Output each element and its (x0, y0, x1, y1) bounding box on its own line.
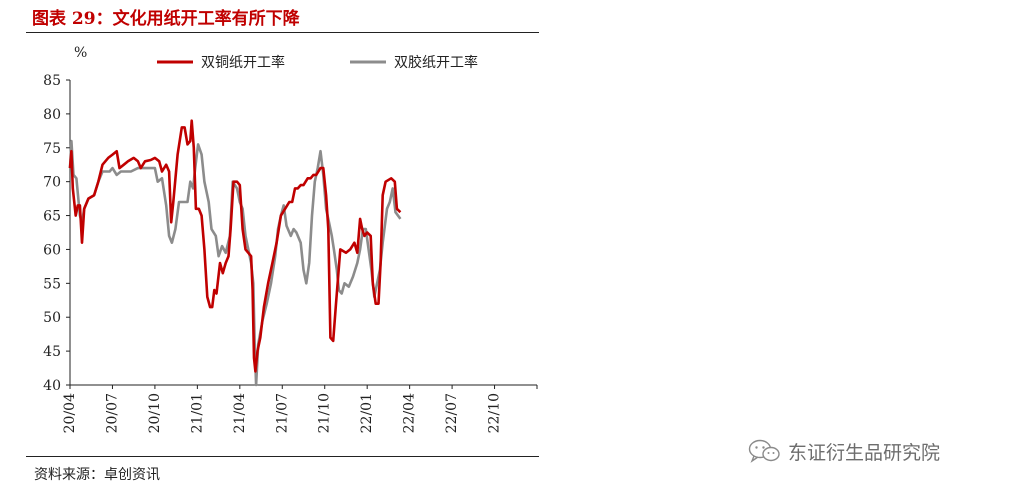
legend: 双铜纸开工率 双胶纸开工率 (157, 54, 478, 71)
series-line-1 (68, 119, 402, 373)
x-tick-label: 22/07 (444, 393, 460, 433)
watermark: 东证衍生品研究院 (748, 436, 940, 466)
x-tick-label: 21/10 (317, 393, 333, 433)
y-tick-label: 80 (43, 107, 61, 123)
legend-label-1: 双铜纸开工率 (201, 54, 285, 71)
y-tick-label: 40 (43, 378, 61, 394)
y-tick-label: 70 (43, 175, 61, 191)
y-tick-label: 65 (43, 209, 61, 225)
watermark-text: 东证衍生品研究院 (788, 441, 941, 464)
y-tick-label: 45 (43, 344, 61, 360)
title-divider (26, 32, 539, 33)
series-lines (68, 119, 402, 387)
x-tick-label: 20/10 (147, 393, 163, 433)
series-line-2 (68, 139, 402, 387)
x-tick-label: 20/07 (104, 393, 120, 433)
x-tick-label: 21/04 (232, 393, 248, 433)
y-axis-unit: % (74, 45, 87, 61)
legend-label-2: 双胶纸开工率 (394, 54, 478, 71)
source-note: 资料来源：卓创资讯 (34, 467, 160, 483)
x-tick-label: 22/01 (359, 393, 375, 433)
x-tick-label: 22/10 (487, 393, 503, 433)
x-tick-label: 21/01 (189, 393, 205, 433)
y-tick-label: 85 (43, 73, 61, 89)
x-tick-label: 22/04 (402, 393, 418, 433)
x-tick-label: 21/07 (274, 393, 290, 433)
y-tick-label: 55 (43, 276, 61, 292)
footer-divider (26, 456, 539, 457)
wechat-icon (748, 439, 780, 463)
chart-title: 图表 29：文化用纸开工率有所下降 (32, 9, 300, 29)
y-tick-label: 50 (43, 310, 61, 326)
y-tick-label: 60 (43, 242, 61, 258)
axes: % 40 45 50 55 60 65 70 75 80 85 20/04 20/07 20/10 21/0… (43, 45, 538, 433)
x-tick-label: 20/04 (62, 393, 78, 433)
y-tick-label: 75 (43, 141, 61, 157)
